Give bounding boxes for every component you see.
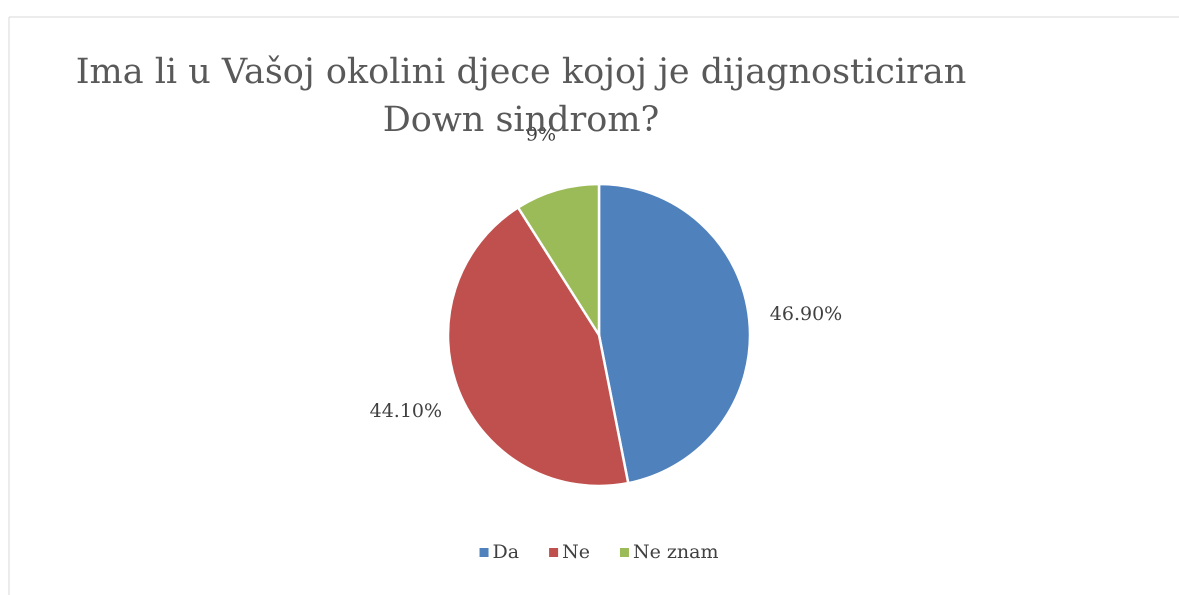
pie-slice xyxy=(597,182,752,485)
data-label: 9% xyxy=(526,123,556,145)
legend-label: Ne xyxy=(562,541,590,563)
pie-slice xyxy=(446,205,630,488)
legend-label: Da xyxy=(493,541,520,563)
legend-swatch xyxy=(479,548,489,557)
legend-swatch xyxy=(619,548,629,557)
data-label: 46.90% xyxy=(770,303,842,325)
chart-title: Ima li u Vašoj okolini djece kojoj je di… xyxy=(75,52,967,140)
data-label: 44.10% xyxy=(370,400,442,422)
pie-slice xyxy=(516,182,601,340)
legend-label: Ne znam xyxy=(633,541,719,563)
legend-swatch xyxy=(549,548,559,557)
